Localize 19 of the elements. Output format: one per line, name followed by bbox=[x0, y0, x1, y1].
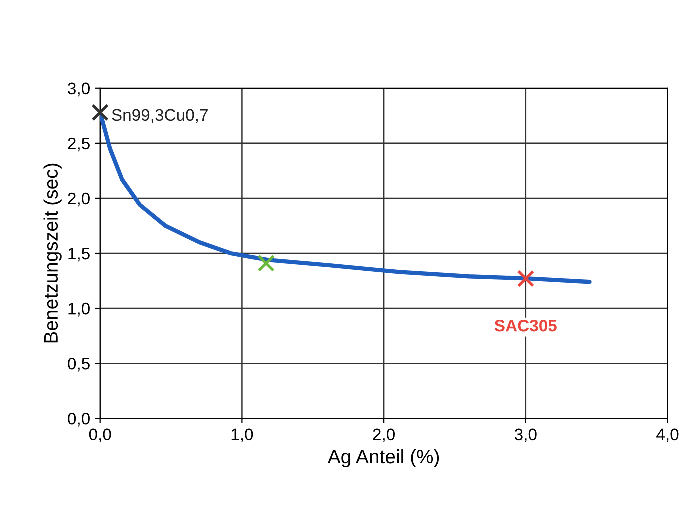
x-axis-title: Ag Anteil (%) bbox=[328, 449, 440, 468]
annotation: Sn99,3Cu0,7 bbox=[112, 109, 208, 124]
x-tick-label: 1,0 bbox=[232, 428, 254, 443]
annotation: SAC305 bbox=[494, 320, 557, 332]
point bbox=[517, 270, 535, 288]
x-tick-label: 2,0 bbox=[373, 428, 395, 443]
y-tick-label: 3,0 bbox=[68, 82, 90, 97]
point bbox=[258, 254, 275, 272]
point bbox=[92, 104, 110, 122]
y-tick-label: 0,0 bbox=[68, 413, 90, 427]
y-tick-label: 0,5 bbox=[68, 358, 90, 372]
y-tick-label: 1,5 bbox=[68, 248, 90, 262]
y-axis-title: Benetzungszeit (sec) bbox=[44, 164, 62, 343]
y-tick-label: 2,0 bbox=[68, 192, 90, 207]
x-tick-label: 0,0 bbox=[89, 428, 112, 443]
y-tick-label: 2,5 bbox=[68, 138, 90, 152]
y-tick-label: 1,0 bbox=[68, 302, 90, 317]
x-tick-label: 3,0 bbox=[514, 428, 537, 443]
x-tick-label: 4,0 bbox=[656, 428, 679, 443]
